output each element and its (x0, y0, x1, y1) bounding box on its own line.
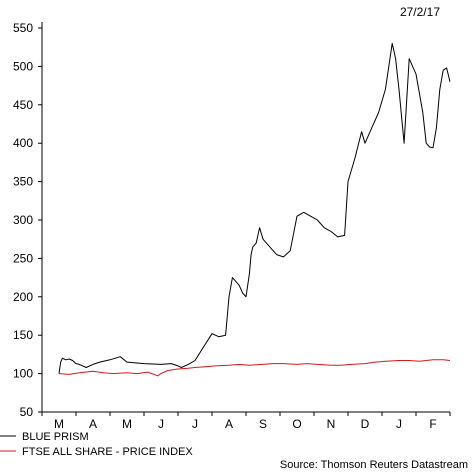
legend: BLUE PRISM FTSE ALL SHARE - PRICE INDEX (0, 431, 193, 458)
y-tick-label: 550 (13, 21, 33, 35)
y-tick-label: 300 (13, 213, 33, 227)
y-axis: 50 100 150 200 250 300 350 400 450 500 550 (13, 21, 43, 419)
x-tick-label: J (158, 417, 164, 431)
y-tick-label: 50 (20, 405, 34, 419)
source-note: Source: Thomson Reuters Datastream (280, 459, 468, 471)
y-tick-label: 400 (13, 136, 33, 150)
legend-label: BLUE PRISM (22, 431, 89, 443)
y-tick-label: 350 (13, 175, 33, 189)
date-label: 27/2/17 (400, 5, 440, 19)
x-tick-label: M (54, 417, 64, 431)
y-tick-label: 200 (13, 290, 33, 304)
x-tick-label: N (327, 417, 336, 431)
x-tick-label: M (122, 417, 132, 431)
x-tick-label: J (396, 417, 402, 431)
y-tick-label: 100 (13, 367, 33, 381)
x-tick-label: F (429, 417, 436, 431)
series-line-blue-prism (58, 42, 451, 374)
series-line-ftse-all-share (58, 359, 451, 377)
x-tick-label: A (225, 417, 233, 431)
y-tick-label: 250 (13, 251, 33, 265)
y-tick-label: 500 (13, 59, 33, 73)
x-tick-label: D (361, 417, 370, 431)
x-tick-label: A (89, 417, 97, 431)
legend-label: FTSE ALL SHARE - PRICE INDEX (22, 446, 193, 458)
series-lines (58, 42, 451, 377)
x-tick-label: O (292, 417, 301, 431)
y-tick-label: 150 (13, 328, 33, 342)
y-tick-label: 450 (13, 98, 33, 112)
x-tick-label: J (192, 417, 198, 431)
x-tick-label: S (259, 417, 267, 431)
